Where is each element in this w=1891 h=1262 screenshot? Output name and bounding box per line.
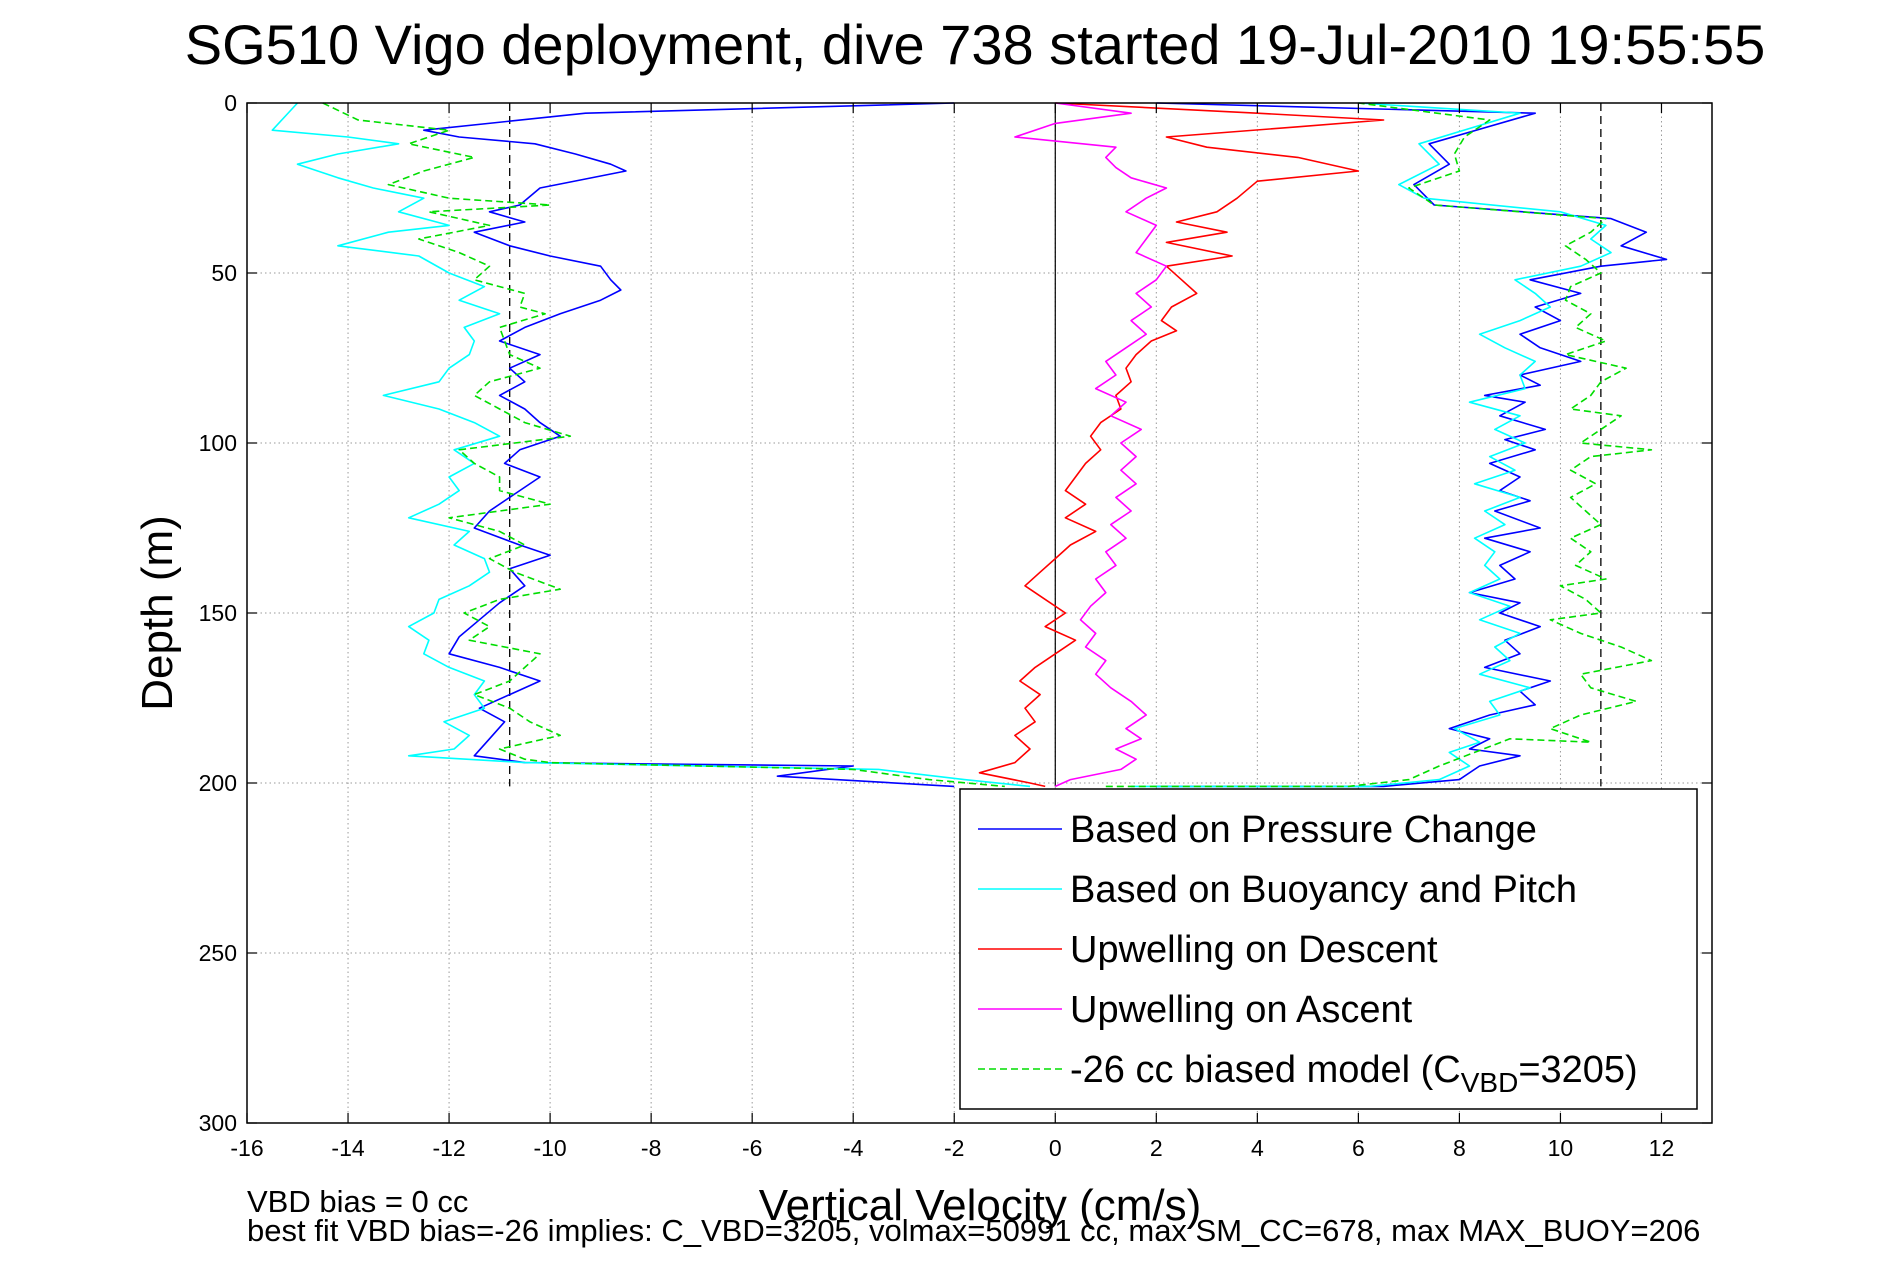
series-line-upwelling_ascent bbox=[1014, 102, 1168, 788]
x-axis-label: Vertical Velocity (cm/s) bbox=[759, 1181, 1202, 1230]
x-tick-label: 12 bbox=[1649, 1135, 1675, 1161]
x-tick-label: -4 bbox=[843, 1135, 864, 1161]
legend-label: Based on Buoyancy and Pitch bbox=[1070, 869, 1577, 911]
series-upwelling_ascent bbox=[1014, 102, 1168, 788]
series-upwelling_descent bbox=[978, 102, 1385, 788]
x-tick-label: 0 bbox=[1049, 1135, 1062, 1161]
y-tick-label: 100 bbox=[199, 430, 237, 456]
x-tick-label: -8 bbox=[641, 1135, 661, 1161]
x-tick-label: -14 bbox=[331, 1135, 364, 1161]
legend-label: -26 cc biased model (CVBD=3205) bbox=[1070, 1049, 1638, 1098]
series-line-upwelling_descent bbox=[978, 102, 1385, 788]
x-tick-label: 6 bbox=[1352, 1135, 1365, 1161]
x-tick-label: -6 bbox=[742, 1135, 762, 1161]
series-line-pressure_change bbox=[423, 102, 955, 788]
x-tick-label: 4 bbox=[1251, 1135, 1264, 1161]
legend-label: Upwelling on Ascent bbox=[1070, 989, 1413, 1031]
series-line-pressure_change bbox=[1156, 102, 1668, 788]
footer-vbd-bias: VBD bias = 0 cc bbox=[247, 1184, 469, 1219]
y-tick-label: 250 bbox=[199, 940, 237, 966]
series-layer bbox=[271, 102, 1668, 788]
x-tick-label: -10 bbox=[533, 1135, 566, 1161]
chart-title: SG510 Vigo deployment, dive 738 started … bbox=[185, 13, 1766, 76]
x-tick-label: 10 bbox=[1548, 1135, 1574, 1161]
series-biased_model bbox=[322, 102, 1653, 788]
series-line-biased_model bbox=[1105, 102, 1653, 788]
legend-label: Upwelling on Descent bbox=[1070, 929, 1438, 971]
axis-ticks: -16 -14 -12 -10 -8 -6 -4 -2 0 2 4 6 8 10 12 0 50 100 150 20… bbox=[199, 90, 1712, 1161]
x-tick-label: -16 bbox=[230, 1135, 263, 1161]
legend-label: Based on Pressure Change bbox=[1070, 809, 1537, 851]
y-tick-label: 0 bbox=[224, 90, 237, 116]
series-line-biased_model bbox=[322, 102, 1005, 788]
y-tick-label: 300 bbox=[199, 1110, 237, 1136]
x-tick-label: 8 bbox=[1453, 1135, 1466, 1161]
footer-best-fit: best fit VBD bias=-26 implies: C_VBD=320… bbox=[247, 1213, 1701, 1248]
series-line-buoyancy_pitch bbox=[1131, 102, 1612, 788]
series-pressure_change bbox=[423, 102, 1668, 788]
y-tick-label: 200 bbox=[199, 770, 237, 796]
legend-box bbox=[959, 788, 1698, 1110]
series-line-buoyancy_pitch bbox=[271, 102, 1031, 788]
y-axis-label: Depth (m) bbox=[133, 515, 182, 711]
legend: Based on Pressure Change Based on Buoyanc… bbox=[959, 788, 1698, 1110]
x-tick-label: 2 bbox=[1150, 1135, 1163, 1161]
x-tick-label: -12 bbox=[432, 1135, 465, 1161]
x-tick-label: -2 bbox=[944, 1135, 964, 1161]
series-buoyancy_pitch bbox=[271, 102, 1612, 788]
y-tick-label: 50 bbox=[211, 260, 237, 286]
reference-lines bbox=[509, 103, 1602, 787]
y-tick-label: 150 bbox=[199, 600, 237, 626]
